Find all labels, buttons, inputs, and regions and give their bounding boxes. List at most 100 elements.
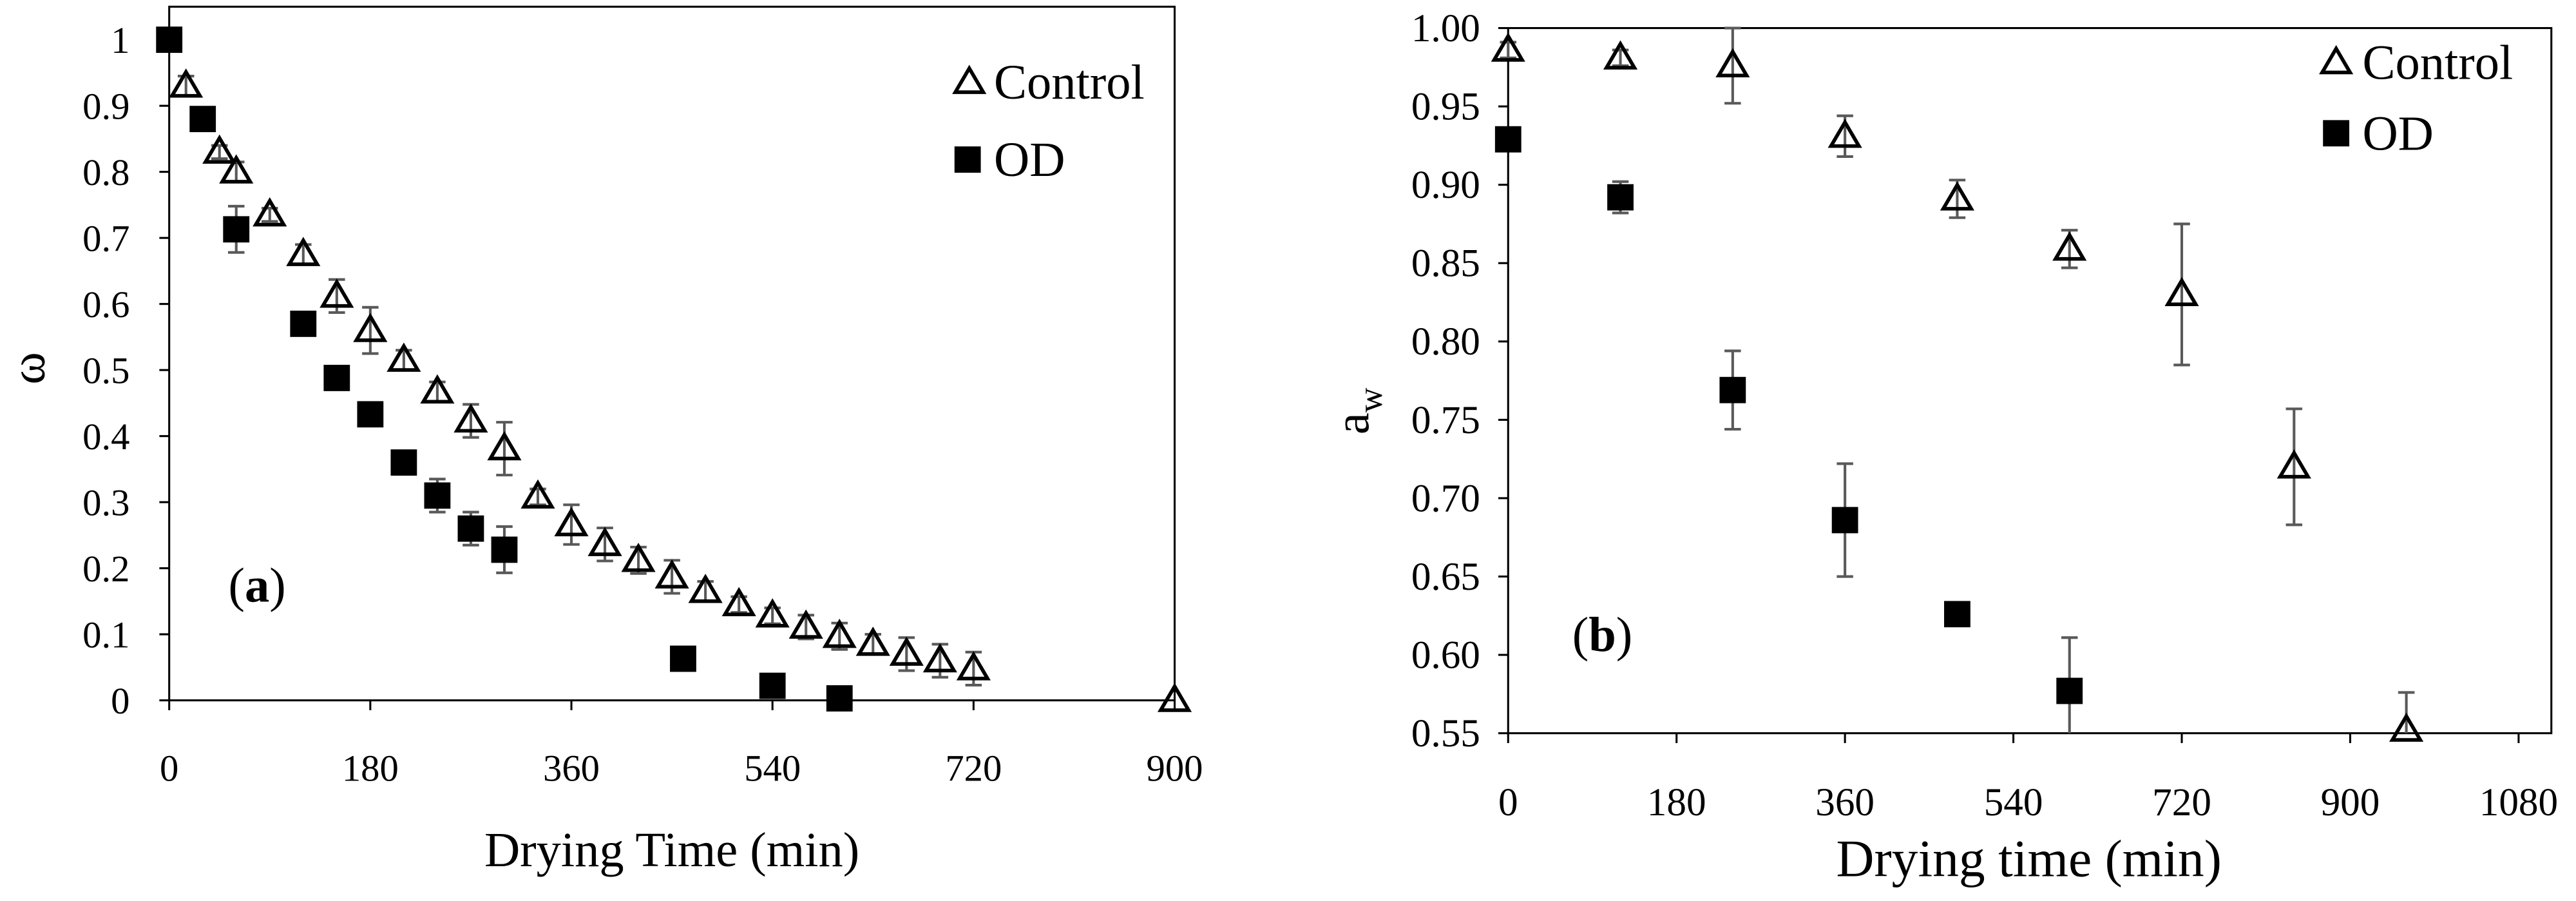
control-marker [1827, 119, 1862, 148]
panel-label-close: ) [269, 558, 285, 613]
od-marker [1831, 507, 1858, 534]
legend-od-marker [2323, 120, 2350, 147]
legend: Control OD [2319, 35, 2513, 160]
control-error-bar [496, 421, 513, 477]
legend-control-marker [952, 64, 987, 94]
panel-label-letter: b [1589, 607, 1616, 662]
legend-control-label: Control [2362, 35, 2513, 90]
od-marker [357, 401, 384, 428]
chart-b: 0 180 360 540 720 900 1080 0.55 0.60 0.65 0.70 0.75… [1324, 6, 2558, 888]
control-marker [520, 479, 555, 509]
axes: 0 180 360 540 720 900 1080 0.55 0.60 0.65 0.70 0.75… [1411, 6, 2558, 824]
od-marker [323, 365, 350, 391]
x-tick-label: 720 [945, 748, 1002, 790]
control-marker [1940, 181, 1974, 211]
control-marker [755, 598, 790, 628]
od-marker [826, 685, 853, 712]
od-marker [457, 515, 484, 542]
y-tick-label: 0.9 [82, 86, 129, 128]
axes: 0 180 360 540 720 900 0 0.1 0.2 0.3 0.4 0.5 0.6 0.7 0.… [82, 5, 1203, 790]
control-error-bar [2285, 407, 2303, 527]
y-tick-label: 0.7 [82, 218, 129, 260]
control-marker [2052, 231, 2087, 261]
data-markers [1491, 32, 2424, 742]
y-tick-label: 0 [111, 680, 129, 722]
panel-label-open: ( [229, 558, 245, 613]
y-tick-label: 0.75 [1411, 398, 1480, 442]
control-marker [688, 574, 723, 603]
y-tick-label: 0.70 [1411, 476, 1480, 520]
y-tick-label: 0.3 [82, 482, 129, 524]
y-tick-label: 0.6 [82, 284, 129, 325]
control-marker [202, 134, 237, 164]
control-marker [219, 154, 254, 184]
x-tick-label: 540 [1984, 780, 2043, 824]
panel-label-open: ( [1572, 607, 1589, 662]
od-marker [1607, 184, 1634, 211]
y-tick-label: 1 [111, 19, 129, 61]
y-axis-title: ω [1, 352, 55, 384]
legend-control-marker [2319, 44, 2354, 75]
od-marker [189, 106, 216, 133]
x-tick-label: 540 [744, 748, 801, 790]
od-marker [2056, 677, 2083, 704]
control-marker [420, 374, 455, 404]
y-axis-title: aw [1324, 387, 1389, 434]
od-marker [290, 310, 317, 337]
y-tick-label: 0.85 [1411, 242, 1480, 286]
control-marker [822, 619, 857, 648]
control-marker [1715, 48, 1750, 78]
x-axis-title: Drying Time (min) [484, 822, 859, 877]
y-tick-label: 0.5 [82, 350, 129, 392]
x-tick-label: 360 [1815, 780, 1875, 824]
od-marker [390, 449, 417, 476]
y-tick-label: 0.55 [1411, 712, 1480, 755]
y-tick-label: 0.4 [82, 416, 129, 458]
control-marker [721, 586, 756, 617]
x-tick-label: 900 [2321, 780, 2380, 824]
data-markers [156, 26, 1192, 712]
x-tick-label: 0 [1498, 780, 1518, 824]
y-tick-label: 0.8 [82, 151, 129, 193]
x-tick-label: 720 [2152, 780, 2211, 824]
control-marker [353, 313, 388, 342]
control-marker [922, 643, 957, 673]
control-error-bar [1724, 26, 1741, 105]
plot-frame [168, 5, 1176, 702]
legend-od-label: OD [2362, 106, 2434, 160]
y-tick-label: 0.65 [1411, 555, 1480, 599]
y-axis-title-base: a [1324, 412, 1379, 434]
control-marker [587, 527, 622, 556]
x-tick-label: 0 [160, 748, 178, 790]
x-tick-label: 180 [342, 748, 399, 790]
panel-label-close: ) [1616, 607, 1632, 662]
control-marker [1157, 683, 1192, 712]
control-marker [554, 507, 589, 537]
chart-a: 0 180 360 540 720 900 0 0.1 0.2 0.3 0.4 0.5 0.6 0.7 0.… [1, 5, 1203, 877]
od-marker [1719, 376, 1746, 403]
od-marker [759, 672, 786, 699]
legend-control-label: Control [994, 55, 1145, 110]
control-marker [253, 197, 287, 227]
y-tick-label: 0.95 [1411, 85, 1480, 129]
control-marker [320, 278, 354, 308]
x-tick-label: 180 [1647, 780, 1706, 824]
plot-frame [1507, 27, 2553, 735]
y-tick-label: 0.60 [1411, 634, 1480, 677]
control-error-bar [2173, 222, 2190, 367]
od-marker [491, 536, 518, 563]
y-axis-title-subscript: w [1351, 387, 1389, 412]
legend: Control OD [952, 55, 1145, 187]
control-marker [2164, 276, 2199, 306]
x-axis-title: Drying time (min) [1837, 829, 2222, 888]
control-marker [2276, 449, 2311, 479]
y-tick-label: 0.90 [1411, 163, 1480, 207]
y-tick-label: 0.1 [82, 614, 129, 656]
od-marker [424, 482, 451, 509]
control-marker [788, 609, 823, 639]
control-marker [956, 651, 991, 681]
control-marker [1603, 40, 1638, 70]
legend-od-label: OD [994, 132, 1065, 187]
control-marker [621, 543, 656, 572]
